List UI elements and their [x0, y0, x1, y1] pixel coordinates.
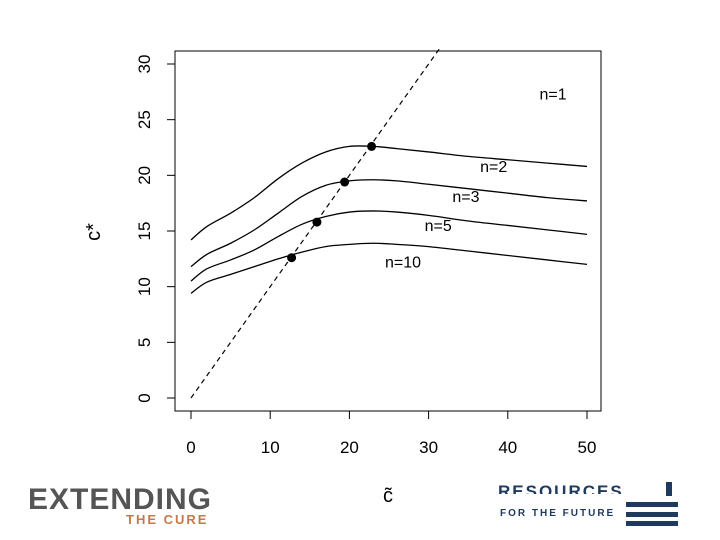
y-tick-label-20: 20 — [135, 166, 154, 185]
rff-bars-icon — [626, 482, 678, 526]
resources-for-the-future-logo: RESOURCES FOR THE FUTURE — [498, 478, 698, 528]
x-tick-label-40: 40 — [498, 438, 517, 457]
logo-right-sub: FOR THE FUTURE — [500, 508, 616, 519]
y-tick-label-15: 15 — [135, 222, 154, 241]
logo-left-main: EXTENDING — [28, 483, 213, 516]
series-line-3 — [190, 242, 588, 294]
series-line-0 — [190, 145, 588, 241]
intersection-points — [287, 141, 377, 263]
intersection-point-3 — [367, 141, 377, 151]
annotations: n=1 n=2n=3n=5 n=10 — [385, 87, 567, 272]
x-tick-label-0: 0 — [186, 438, 195, 457]
y-axis-label: c* — [83, 223, 105, 241]
x-axis-label: c̃ — [383, 485, 393, 507]
annotation-1: n=2 — [480, 159, 507, 176]
series-line-1 — [190, 179, 588, 268]
annotation-2: n=3 — [452, 189, 479, 206]
intersection-point-1 — [312, 217, 322, 227]
x-tick-label-10: 10 — [261, 438, 280, 457]
annotation-4: n=10 — [385, 255, 421, 272]
y-tick-label-10: 10 — [135, 277, 154, 296]
y-tick-label-0: 0 — [135, 393, 154, 402]
logo-right-main: RESOURCES — [498, 482, 624, 494]
x-tick-label-30: 30 — [419, 438, 438, 457]
y-tick-label-30: 30 — [135, 55, 154, 74]
plot-frame — [174, 50, 602, 412]
intersection-point-0 — [287, 253, 297, 263]
series-line-2 — [190, 210, 588, 282]
annotation-0: n=1 — [539, 87, 566, 104]
x-tick-label-50: 50 — [578, 438, 597, 457]
annotation-3: n=5 — [425, 218, 452, 235]
x-tick-label-20: 20 — [340, 438, 359, 457]
axes: 0 10 20 30 40 50 0 5 10 15 20 25 30 c̃ c* — [83, 50, 602, 507]
intersection-point-2 — [340, 177, 350, 187]
y-tick-label-5: 5 — [135, 338, 154, 347]
logo-left-sub: THE CURE — [126, 512, 209, 527]
series-lines — [190, 145, 588, 294]
y-tick-label-25: 25 — [135, 110, 154, 129]
extending-the-cure-logo: EXTENDING THE CURE — [28, 482, 228, 532]
